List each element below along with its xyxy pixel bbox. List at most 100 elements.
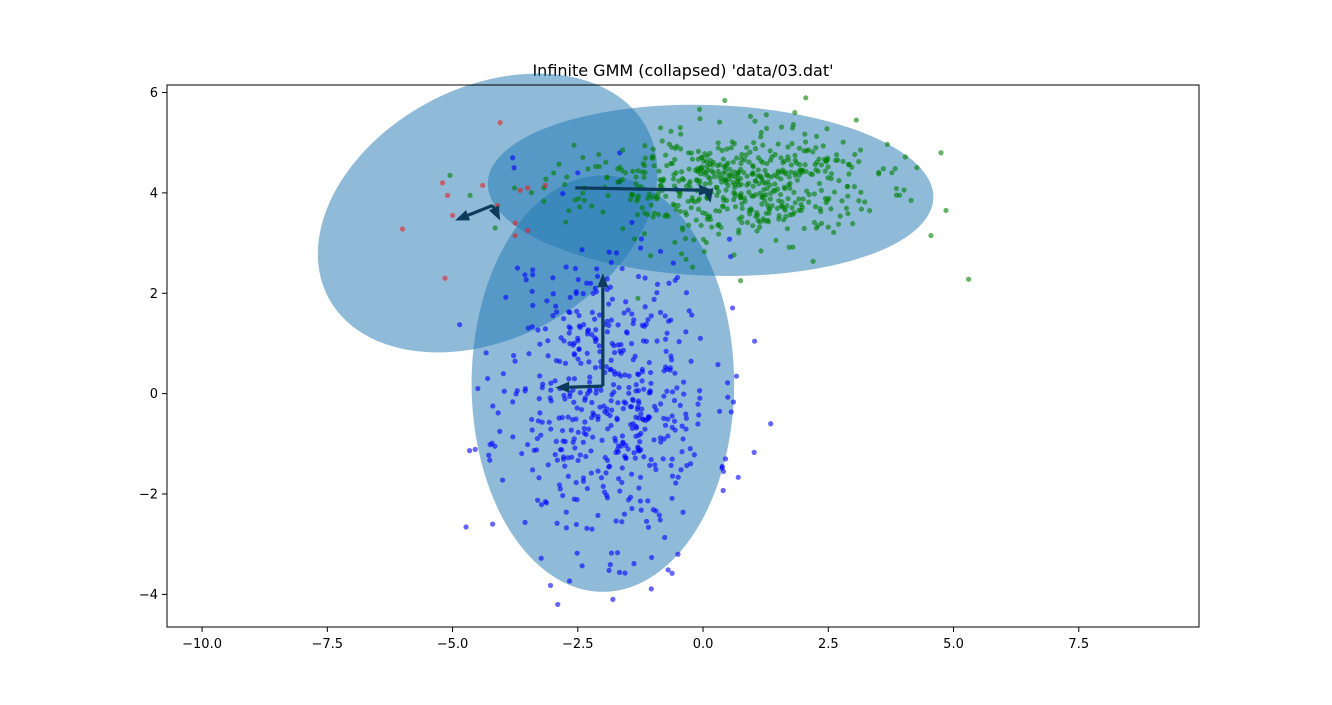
green-point (818, 162, 825, 168)
blue-point (646, 462, 653, 468)
blue-point (558, 335, 564, 341)
blue-point (645, 524, 652, 530)
green-point (695, 156, 701, 162)
blue-point (651, 437, 657, 443)
green-point (889, 170, 895, 176)
green-point (743, 152, 749, 158)
green-point (785, 196, 791, 202)
blue-point (720, 468, 727, 475)
green-point (808, 171, 814, 177)
blue-point (560, 438, 566, 444)
blue-point (725, 394, 731, 400)
blue-point (681, 391, 687, 397)
green-point (576, 195, 582, 202)
red-point (512, 220, 518, 226)
blue-point (562, 360, 569, 366)
green-point (823, 199, 829, 206)
green-point (634, 212, 641, 218)
green-point (714, 163, 721, 169)
blue-point (632, 455, 638, 461)
blue-point (486, 452, 492, 458)
green-point (821, 156, 828, 162)
green-point (802, 131, 808, 137)
green-point (763, 192, 769, 198)
green-point (683, 183, 690, 189)
x-tick-label: 5.0 (943, 637, 964, 652)
blue-point (680, 509, 686, 515)
blue-point (616, 569, 623, 575)
blue-point (537, 410, 543, 416)
green-point (715, 168, 721, 174)
blue-point (669, 424, 675, 430)
blue-point (466, 448, 473, 454)
green-point (710, 159, 717, 166)
blue-point (574, 550, 580, 556)
blue-point (586, 426, 592, 432)
green-point (811, 191, 817, 197)
blue-point (616, 371, 622, 377)
green-point (778, 155, 784, 161)
blue-point (609, 407, 615, 413)
blue-point (575, 276, 581, 283)
blue-point (625, 446, 631, 452)
blue-point (567, 393, 573, 400)
blue-point (611, 349, 618, 356)
blue-point (638, 411, 644, 417)
green-point (701, 249, 707, 255)
green-point (723, 187, 729, 193)
green-point (815, 168, 821, 174)
arrow-layer (455, 184, 714, 393)
blue-point (628, 404, 635, 410)
green-point (689, 264, 696, 270)
blue-point (635, 404, 641, 410)
green-point (551, 170, 557, 176)
green-point (760, 142, 766, 148)
green-point (751, 140, 757, 146)
blue-point (638, 474, 644, 480)
green-point (867, 208, 873, 214)
blue-point (600, 483, 606, 489)
blue-point (523, 277, 529, 283)
arrow-3-head (702, 188, 714, 203)
green-point (689, 195, 695, 201)
green-point (828, 171, 835, 177)
green-point (739, 219, 745, 226)
green-point (671, 183, 678, 189)
blue-point (606, 464, 612, 470)
blue-point (695, 421, 701, 427)
green-point (696, 106, 703, 112)
blue-point (605, 426, 611, 432)
blue-point (575, 170, 581, 176)
red-point (525, 185, 531, 191)
green-point (837, 213, 843, 219)
blue-point (695, 401, 701, 407)
blue-point (574, 405, 580, 411)
green-point (663, 193, 669, 199)
green-point (556, 161, 562, 167)
green-point (884, 141, 890, 147)
green-point (792, 170, 798, 176)
green-point (754, 228, 760, 234)
green-point (677, 125, 683, 131)
blue-point (629, 471, 635, 477)
blue-point (535, 418, 542, 424)
blue-point (594, 273, 601, 279)
blue-point (514, 387, 520, 394)
green-point (767, 196, 773, 202)
green-point (840, 158, 846, 165)
blue-point (646, 359, 652, 366)
blue-point (619, 519, 625, 525)
blue-point (621, 511, 628, 517)
blue-point (519, 450, 525, 457)
blue-point (595, 416, 601, 422)
blue-point (560, 316, 567, 322)
green-point (787, 180, 793, 186)
blue-point (554, 309, 560, 315)
blue-point (576, 312, 582, 319)
arrow-2-shaft (575, 186, 700, 192)
blue-point (628, 341, 635, 347)
blue-point (728, 409, 734, 415)
blue-point (697, 388, 703, 394)
blue-point (642, 304, 648, 310)
blue-point (567, 294, 573, 301)
